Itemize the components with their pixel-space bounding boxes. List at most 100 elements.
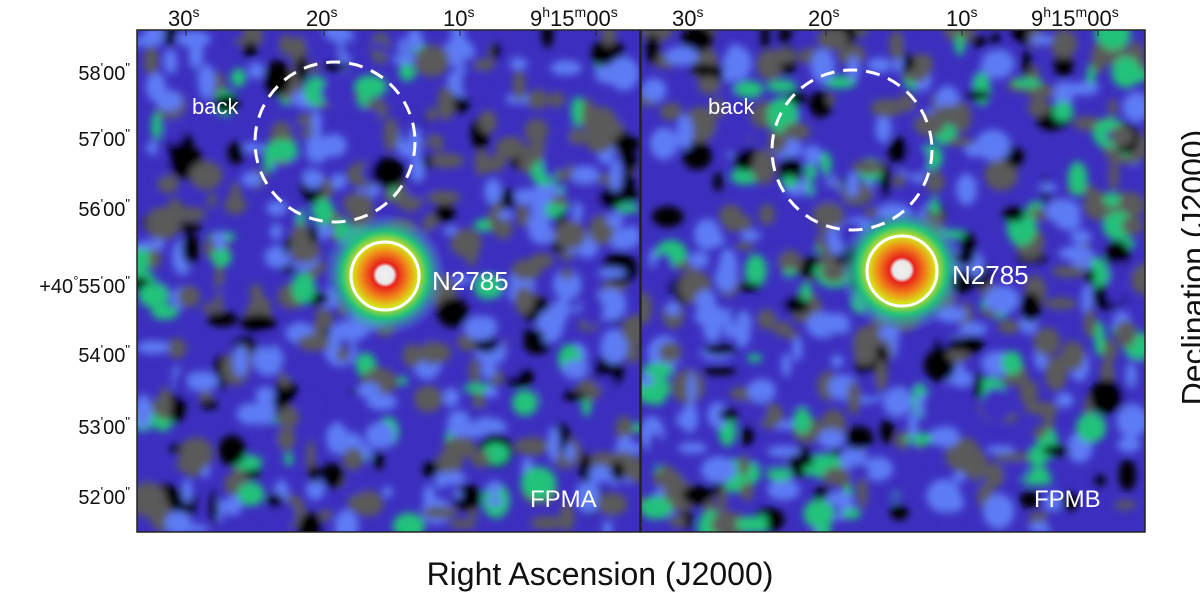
noise-blob xyxy=(512,390,538,416)
panel-fpmb-source-region xyxy=(865,234,939,308)
noise-blob xyxy=(1002,206,1026,223)
noise-blob xyxy=(402,344,422,368)
noise-blob xyxy=(571,96,586,127)
noise-blob xyxy=(1055,392,1074,408)
noise-blob xyxy=(253,396,276,426)
x-axis-label: Right Ascension (J2000) xyxy=(426,556,774,592)
noise-blob xyxy=(453,489,462,500)
noise-blob xyxy=(875,359,888,392)
noise-blob xyxy=(945,437,982,473)
noise-blob xyxy=(1001,351,1023,375)
noise-blob xyxy=(1094,321,1105,357)
noise-blob xyxy=(964,90,991,100)
noise-blob xyxy=(442,387,460,408)
noise-blob xyxy=(550,60,582,76)
noise-blob xyxy=(1126,362,1136,388)
noise-blob xyxy=(768,445,801,457)
noise-blob xyxy=(463,315,497,341)
noise-blob xyxy=(804,163,816,181)
noise-blob xyxy=(214,94,240,113)
noise-blob xyxy=(452,275,472,284)
noise-blob xyxy=(913,113,946,137)
noise-blob xyxy=(1027,467,1051,483)
noise-blob xyxy=(475,157,506,173)
noise-blob xyxy=(880,163,891,199)
noise-blob xyxy=(985,445,1016,454)
noise-blob xyxy=(233,345,248,378)
noise-blob xyxy=(137,340,171,354)
noise-blob xyxy=(847,381,861,416)
noise-blob xyxy=(1033,426,1047,439)
noise-blob xyxy=(867,57,892,73)
noise-blob xyxy=(722,214,753,232)
noise-blob xyxy=(439,471,466,486)
noise-blob xyxy=(984,158,1018,191)
noise-blob xyxy=(990,33,1001,45)
noise-blob xyxy=(184,371,219,392)
noise-blob xyxy=(513,68,526,102)
noise-blob xyxy=(177,285,201,308)
noise-blob xyxy=(355,108,381,121)
panel-fpmb-image xyxy=(641,30,1145,532)
noise-blob xyxy=(163,48,178,74)
dec-tick-58: 58'00" xyxy=(78,60,130,85)
noise-blob xyxy=(367,393,398,411)
noise-blob xyxy=(660,102,683,121)
noise-blob xyxy=(593,375,615,388)
noise-blob xyxy=(224,495,243,516)
noise-blob xyxy=(653,377,665,406)
noise-blob xyxy=(252,342,284,376)
noise-blob xyxy=(925,171,945,193)
noise-blob xyxy=(343,38,352,57)
noise-blob xyxy=(516,202,530,228)
noise-blob xyxy=(714,124,750,154)
noise-blob xyxy=(956,173,978,206)
noise-blob xyxy=(958,322,988,336)
noise-blob xyxy=(554,220,586,250)
noise-blob xyxy=(814,167,826,178)
noise-blob xyxy=(137,394,152,429)
noise-blob xyxy=(1021,49,1031,76)
noise-blob xyxy=(766,79,797,93)
noise-blob xyxy=(734,80,764,98)
noise-blob xyxy=(1090,474,1107,487)
noise-blob xyxy=(294,397,323,406)
noise-blob xyxy=(279,357,301,378)
noise-blob xyxy=(842,507,861,520)
noise-blob xyxy=(906,440,918,468)
noise-blob xyxy=(735,241,755,251)
noise-blob xyxy=(1027,99,1050,117)
dec-tick-54: 54'00" xyxy=(78,342,130,367)
noise-blob xyxy=(1006,150,1023,168)
noise-blob xyxy=(263,60,291,96)
noise-blob xyxy=(759,203,775,226)
noise-blob xyxy=(766,404,777,431)
noise-blob xyxy=(267,138,299,162)
noise-blob xyxy=(422,461,439,478)
noise-blob xyxy=(653,252,674,288)
noise-blob xyxy=(1000,455,1026,481)
noise-blob xyxy=(302,169,324,189)
noise-blob xyxy=(530,516,565,530)
noise-blob xyxy=(973,371,983,400)
panel-fpma-image xyxy=(137,30,640,532)
panel-fpma-background-label: back xyxy=(192,94,239,119)
noise-blob xyxy=(158,386,172,421)
noise-blob xyxy=(784,268,797,277)
noise-blob xyxy=(1108,99,1119,115)
noise-blob xyxy=(665,301,681,316)
ra-tick-fpmb-10s: 10s xyxy=(946,4,978,31)
noise-blob xyxy=(601,30,616,47)
noise-blob xyxy=(155,89,183,112)
noise-blob xyxy=(651,206,684,228)
noise-blob xyxy=(740,482,754,501)
noise-blob xyxy=(417,341,452,364)
noise-blob xyxy=(752,149,776,185)
noise-blob xyxy=(347,493,375,513)
noise-blob xyxy=(745,254,767,288)
noise-blob xyxy=(598,187,624,209)
noise-blob xyxy=(460,67,483,99)
noise-blob xyxy=(863,456,893,482)
noise-blob xyxy=(207,311,238,327)
noise-blob xyxy=(582,97,595,133)
